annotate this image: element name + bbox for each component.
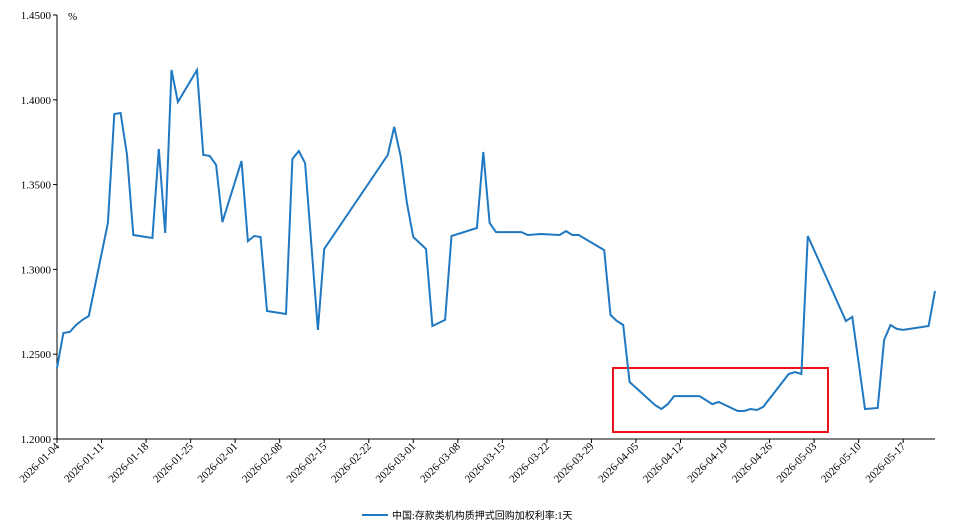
- x-tick-label: 2026-04-19: [685, 440, 730, 485]
- x-tick-label: 2026-02-22: [329, 441, 374, 486]
- x-tick-label: 2026-05-03: [774, 440, 819, 485]
- x-tick-label: 2026-04-26: [730, 440, 775, 485]
- x-tick-label: 2026-02-08: [240, 440, 285, 485]
- unit-label: %: [68, 11, 77, 23]
- legend-label: 中国:存款类机构质押式回购加权利率:1天: [392, 509, 573, 522]
- y-tick-label: 1.2500: [21, 349, 52, 361]
- highlight-box: [612, 367, 829, 433]
- x-tick-label: 2026-02-01: [195, 441, 240, 486]
- x-tick-label: 2026-01-18: [106, 440, 151, 485]
- x-tick-label: 2026-03-15: [463, 440, 508, 485]
- y-tick-label: 1.3500: [21, 180, 52, 192]
- y-tick-label: 1.4000: [21, 95, 52, 107]
- x-tick-label: 2026-04-05: [596, 440, 641, 485]
- x-tick-label: 2026-01-04: [17, 440, 62, 485]
- x-tick-label: 2026-05-17: [864, 440, 909, 485]
- x-tick-label: 2026-03-08: [418, 440, 463, 485]
- y-tick-label: 1.3000: [21, 264, 52, 276]
- x-tick-label: 2026-02-15: [285, 440, 330, 485]
- x-tick-label: 2026-01-11: [62, 441, 106, 485]
- x-tick-label: 2026-03-01: [374, 441, 419, 486]
- y-tick-label: 1.4500: [21, 10, 52, 22]
- y-tick-label: 1.2000: [21, 434, 52, 446]
- x-tick-label: 2026-04-12: [641, 441, 686, 486]
- line: [56, 66, 936, 412]
- x-tick-label: 2026-01-25: [151, 440, 196, 485]
- x-tick-label: 2026-03-29: [552, 440, 597, 485]
- x-tick-label: 2026-03-22: [507, 441, 552, 486]
- x-tick-label: 2026-05-10: [819, 440, 864, 485]
